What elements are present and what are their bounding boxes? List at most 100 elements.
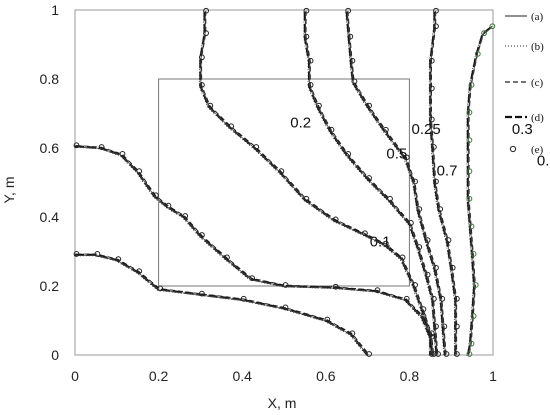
data-point-e [362,230,368,237]
y-axis-label: Y, m [1,177,17,204]
data-point-e [428,330,435,337]
data-point-e [240,295,247,302]
data-point-e [382,240,389,247]
contour-line-a [346,12,446,356]
data-point-e [445,237,452,244]
data-point-e [199,232,205,238]
data-point-e [282,304,289,311]
data-point-e [453,323,460,330]
data-point-e [366,351,373,357]
data-point-e [466,168,473,175]
data-point-e [416,206,423,213]
y-tick-label: 1 [51,2,59,18]
data-point-e [157,285,164,292]
legend: (a) (b) (c) (d) (e) [505,11,544,156]
data-point-e [430,144,437,150]
contour-line-d [466,26,492,356]
data-point-e [424,237,431,244]
data-point-e [468,340,475,347]
data-point-e [382,126,389,133]
data-point-e [489,23,496,30]
data-point-e [73,142,80,149]
data-point-e [374,287,381,294]
contour-line-d [74,145,432,355]
data-point-e [468,223,475,230]
y-tick-label: 0 [51,347,59,363]
data-point-e [428,351,435,357]
contour-line-a [75,255,369,356]
data-point-e [453,351,460,357]
data-point-e [303,33,310,40]
data-point-e [349,57,356,64]
x-tick-label: 0 [71,368,79,384]
x-tick-label: 0.8 [400,368,420,384]
data-point-e [420,306,427,313]
contour-label: 0.7 [437,163,458,180]
data-point-e [474,50,481,57]
data-point-e [408,220,414,226]
contour-line-d [429,11,457,355]
data-point-e [439,295,446,302]
data-point-e [98,144,105,150]
data-point-e [199,290,205,297]
y-tick-label: 0.4 [40,209,60,225]
legend-label-a: (a) [531,11,544,23]
data-point-e [428,116,435,123]
data-point-e [207,102,214,109]
data-point-e [366,175,373,181]
contour-line-b [466,27,491,356]
data-point-e [307,57,314,64]
data-point-e [136,268,143,275]
x-tick-label: 0.4 [232,368,252,384]
data-point-e [153,192,159,199]
legend-label-b: (b) [531,41,544,53]
x-tick-label: 0.6 [316,368,336,384]
data-point-e [307,82,314,88]
contour-line-c [76,145,432,355]
data-point-e [136,168,143,175]
x-tick-label: 0.2 [149,368,169,384]
data-point-e [443,351,450,357]
contour-line-d [75,253,369,356]
legend-label-e: (e) [531,144,544,156]
data-point-e [466,351,473,357]
contour-line-a [305,12,438,356]
data-point-e [303,7,310,14]
data-point-e [433,23,439,30]
data-point-e [316,102,322,109]
data-point-e [470,251,477,257]
data-point-e [332,283,339,290]
data-point-e [412,282,418,288]
contour-label: 0.3 [512,121,533,138]
data-point-e [453,295,460,302]
contour-line-b [74,255,367,357]
data-point-e [430,295,437,302]
data-point-e [119,151,126,157]
contour-line-a [200,12,434,356]
data-point-e [332,216,339,223]
data-point-e [115,256,122,263]
contour-line-c [201,10,435,355]
contour-line-b [428,12,455,356]
data-point-e [199,54,205,61]
data-point-e [403,295,410,302]
data-point-e [437,206,444,213]
data-point-e [165,202,172,209]
y-tick-label: 0.2 [40,278,60,294]
data-point-e [481,30,487,37]
data-point-e [466,109,473,116]
data-point-e [466,195,473,202]
contour-line-b [73,146,430,356]
data-point-e [472,282,479,288]
legend-label-d: (d) [531,112,544,124]
data-point-e [441,323,448,330]
data-point-e [203,30,209,37]
data-point-e [468,82,475,88]
data-point-e [412,178,418,185]
data-point-e [403,154,410,161]
data-point-e [433,178,439,185]
x-axis-label: X, m [268,395,297,411]
data-point-e [249,275,255,282]
data-point-e [278,168,285,175]
